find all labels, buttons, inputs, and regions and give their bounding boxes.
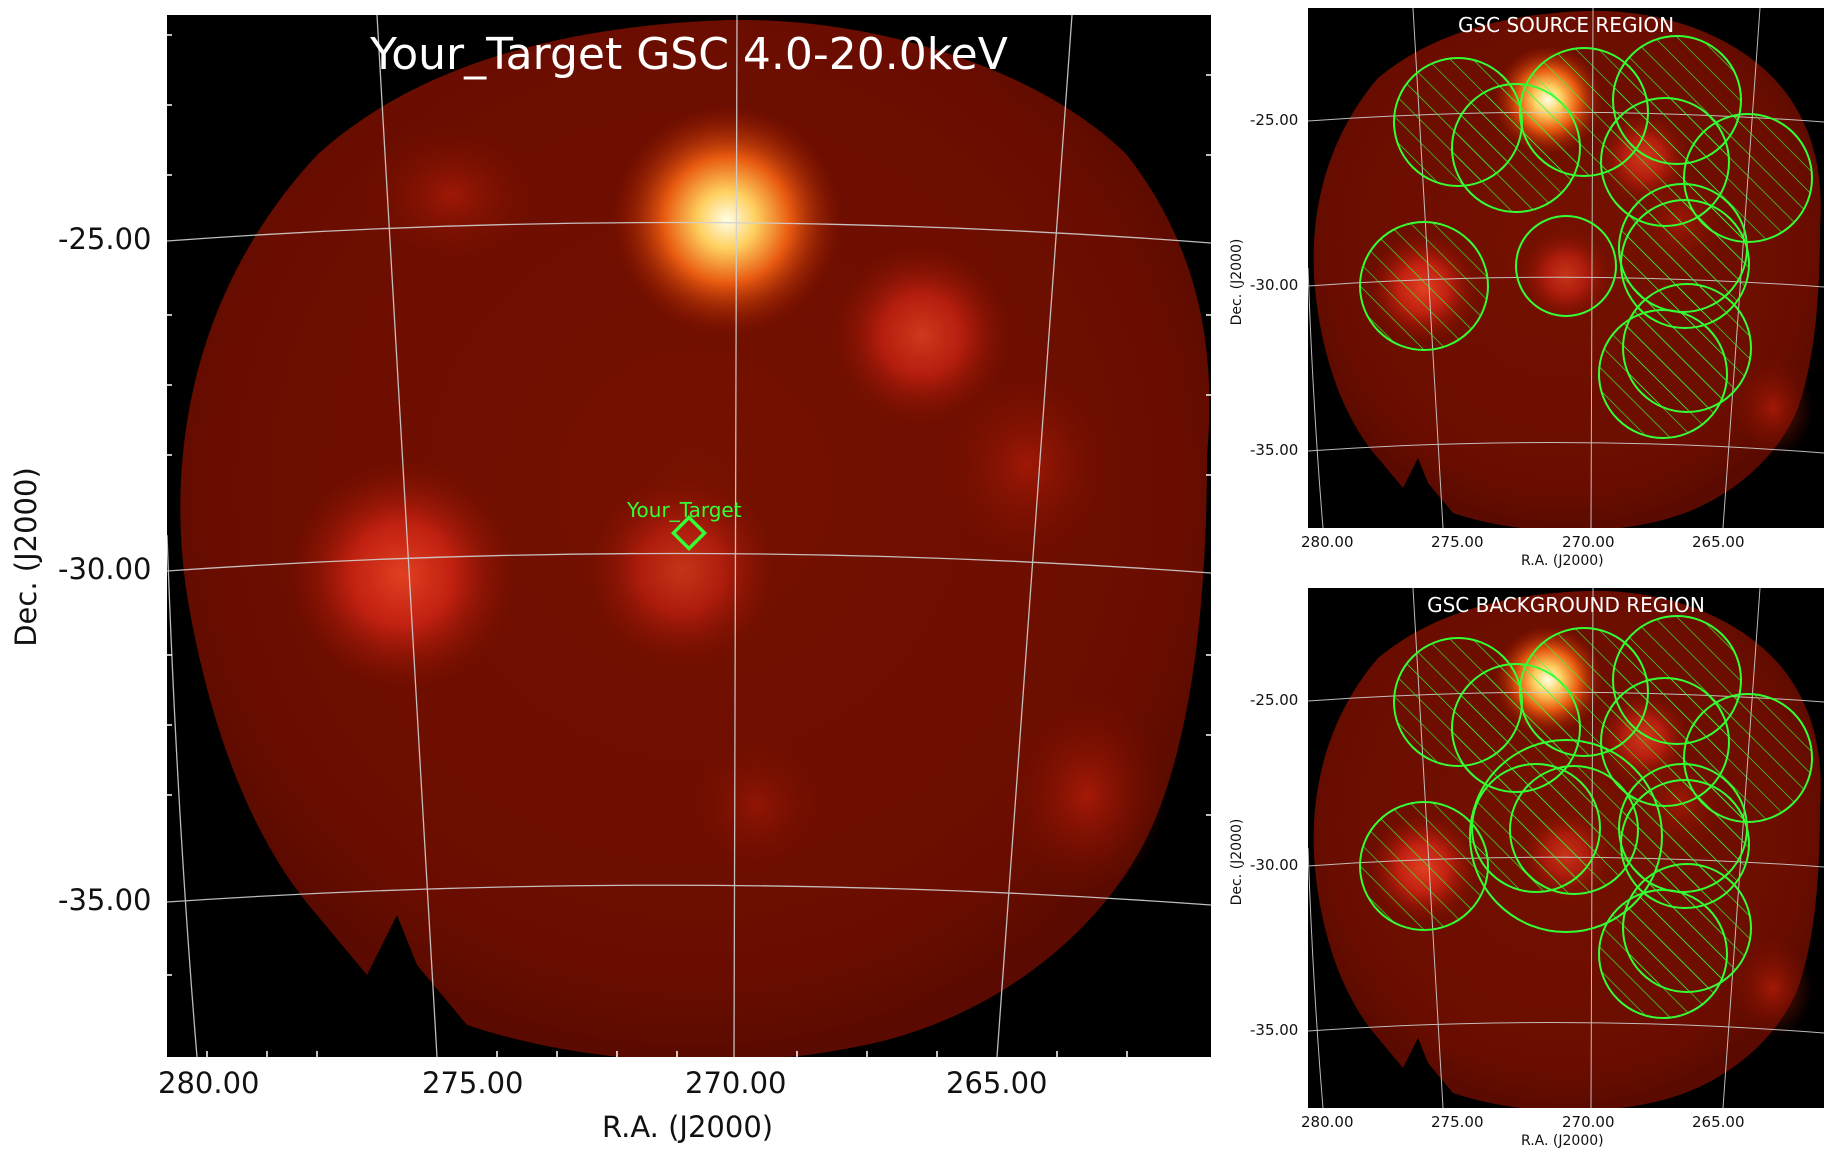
background-x-tick-2: 275.00 <box>1431 1113 1484 1131</box>
target-marker-icon <box>670 514 708 552</box>
background-region-circle <box>1359 801 1489 931</box>
background-y-axis-title: Dec. (J2000) <box>1229 818 1245 906</box>
background-y-tick-2: -30.00 <box>1250 856 1299 874</box>
source-x-tick-1: 280.00 <box>1301 533 1354 551</box>
main-title: Your_Target GSC 4.0-20.0keV <box>370 29 1008 80</box>
main-sky-image <box>166 14 1212 1058</box>
source-region-circle <box>1598 309 1728 439</box>
main-x-tick-4: 265.00 <box>946 1066 1048 1100</box>
main-x-axis-title: R.A. (J2000) <box>602 1110 774 1144</box>
main-x-tick-3: 270.00 <box>685 1066 787 1100</box>
background-y-tick-3: -35.00 <box>1250 1021 1299 1039</box>
source-x-tick-2: 275.00 <box>1431 533 1484 551</box>
background-x-tick-4: 265.00 <box>1692 1113 1745 1131</box>
source-region-image <box>1307 7 1825 529</box>
background-x-tick-1: 280.00 <box>1301 1113 1354 1131</box>
source-region-circle <box>1359 221 1489 351</box>
main-y-tick-1: -25.00 <box>58 222 152 256</box>
background-panel-title: GSC BACKGROUND REGION <box>1427 593 1705 617</box>
main-y-axis-title: Dec. (J2000) <box>9 467 43 647</box>
main-x-tick-1: 280.00 <box>158 1066 260 1100</box>
main-y-tick-2: -30.00 <box>58 552 152 586</box>
source-center-circle <box>1515 215 1617 317</box>
source-y-axis-title: Dec. (J2000) <box>1229 238 1245 326</box>
source-y-tick-2: -30.00 <box>1250 276 1299 294</box>
background-region-image <box>1307 587 1825 1109</box>
background-region-circle <box>1509 765 1639 895</box>
background-region-circle <box>1598 889 1728 1019</box>
main-y-tick-3: -35.00 <box>58 883 152 917</box>
source-x-tick-4: 265.00 <box>1692 533 1745 551</box>
source-region-panel: GSC SOURCE REGION <box>1307 7 1825 529</box>
source-panel-title: GSC SOURCE REGION <box>1457 13 1675 37</box>
source-x-tick-3: 270.00 <box>1562 533 1615 551</box>
background-region-panel: GSC BACKGROUND REGION <box>1307 587 1825 1109</box>
source-y-tick-3: -35.00 <box>1250 441 1299 459</box>
background-x-axis-title: R.A. (J2000) <box>1521 1133 1604 1149</box>
background-x-tick-3: 270.00 <box>1562 1113 1615 1131</box>
background-y-tick-1: -25.00 <box>1250 691 1299 709</box>
target-label: Your_Target <box>627 498 742 522</box>
source-y-tick-1: -25.00 <box>1250 111 1299 129</box>
source-x-axis-title: R.A. (J2000) <box>1521 553 1604 569</box>
background-annulus-outer <box>1469 739 1663 933</box>
coordinate-grid <box>166 14 1212 1058</box>
main-x-tick-2: 275.00 <box>422 1066 524 1100</box>
main-sky-panel: Your_Target GSC 4.0-20.0keV Your_Target <box>166 14 1212 1058</box>
